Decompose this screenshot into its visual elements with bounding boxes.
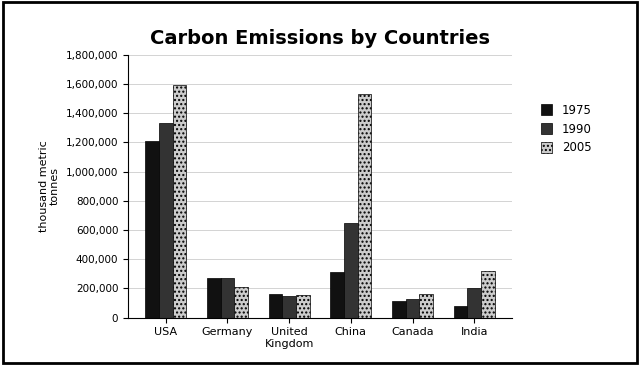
Bar [454,306,467,318]
Bar [282,296,296,318]
Legend: 1975, 1990, 2005: 1975, 1990, 2005 [537,100,595,158]
Bar [481,271,495,318]
Bar [234,287,248,318]
Bar [159,123,173,318]
Bar [221,278,234,318]
Bar [344,223,358,318]
Bar [296,295,310,318]
Bar [358,94,371,318]
Bar [406,299,419,318]
Bar [419,294,433,318]
Bar [330,272,344,318]
Bar [173,85,186,318]
Bar [207,278,221,318]
Title: Carbon Emissions by Countries: Carbon Emissions by Countries [150,28,490,48]
Y-axis label: thousand metric
tonnes: thousand metric tonnes [38,140,60,232]
Bar [269,294,282,318]
Bar [467,288,481,318]
Bar [145,141,159,318]
Bar [392,301,406,318]
